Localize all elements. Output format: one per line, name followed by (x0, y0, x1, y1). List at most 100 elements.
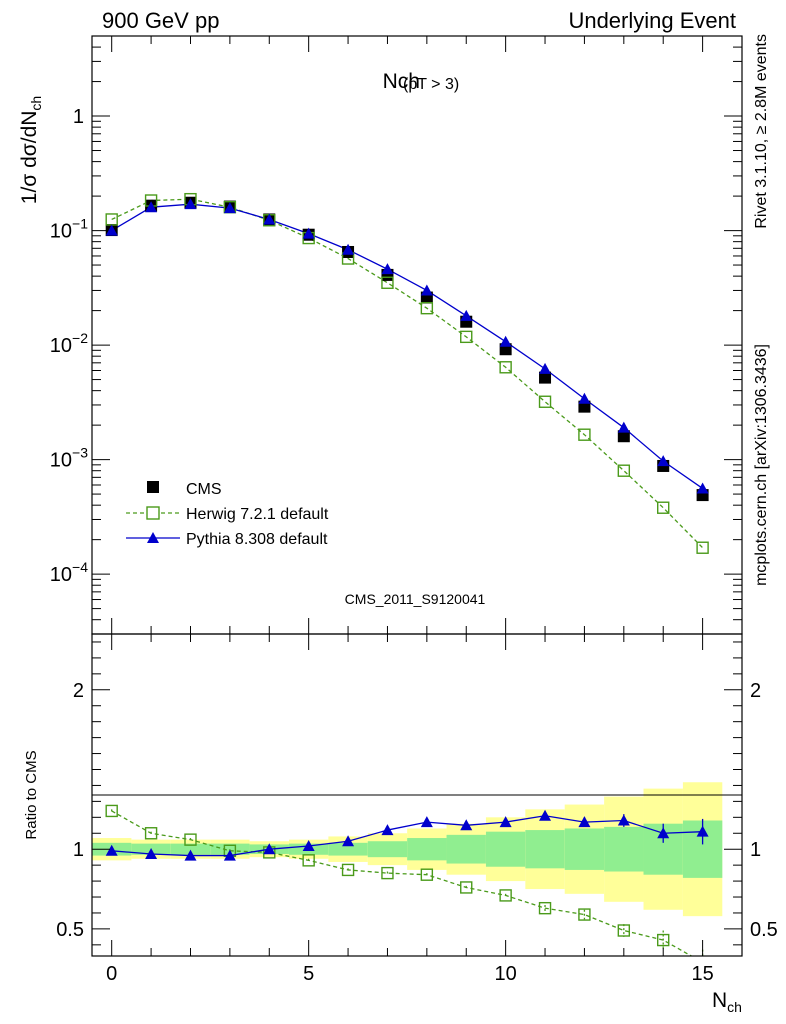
ratio-point-pythia (696, 825, 709, 837)
series-line-herwig (111, 198, 704, 549)
ratio-y-tick-label-right: 1 (750, 839, 761, 861)
y-tick-label: 10−3 (50, 445, 88, 472)
rivet-label: Rivet 3.1.10, ≥ 2.8M events (753, 34, 770, 229)
main-y-tick-labels: 1 10−1 10−2 10−3 10−4 (50, 106, 88, 586)
ratio-point-herwig (499, 889, 512, 902)
legend-label-herwig: Herwig 7.2.1 default (186, 506, 329, 523)
band-inner (367, 841, 408, 858)
ratio-point-herwig (341, 863, 355, 877)
ratio-point-pythia (617, 814, 630, 826)
legend-item-pythia: Pythia 8.308 default (126, 531, 328, 548)
ratio-point-herwig (578, 908, 591, 921)
ratio-point-pythia (657, 827, 670, 839)
x-axis-label: Nch (712, 989, 742, 1015)
ratio-point-herwig (381, 866, 394, 880)
ratio-point-pythia (381, 824, 394, 836)
main-ylabel-sub: ch (28, 96, 44, 111)
ratio-point-pythia (263, 843, 276, 855)
ratio-line-herwig (111, 810, 693, 956)
point-pythia (499, 335, 512, 347)
point-pythia (184, 198, 197, 210)
ratio-series-clipped (105, 804, 709, 956)
x-tick-label: 0 (106, 963, 117, 985)
ratio-series (105, 804, 709, 956)
point-herwig (657, 501, 670, 514)
main-title-text: Nch (383, 70, 420, 93)
ratio-point-pythia (145, 847, 158, 859)
ratio-point-herwig (105, 804, 118, 818)
legend-marker-cms (147, 481, 159, 493)
point-pythia (539, 362, 552, 374)
point-pythia (145, 201, 158, 213)
point-herwig (617, 464, 631, 477)
main-ylabel-text: 1/σ dσ/dN (18, 111, 41, 205)
ratio-point-herwig (538, 901, 552, 915)
ratio-point-herwig (617, 924, 631, 937)
point-pythia (105, 224, 118, 236)
point-cms (617, 430, 630, 443)
band-inner (328, 842, 368, 856)
ratio-panel-frame (91, 633, 743, 957)
ratio-axis-ticks (92, 634, 742, 956)
ratio-point-herwig (184, 833, 197, 846)
ratio-point-herwig (460, 881, 473, 894)
ratio-point-herwig (144, 827, 158, 840)
ratio-y-tick-labels: 0.5 0.5 1 1 2 2 (56, 680, 778, 941)
x-tick-label: 15 (691, 963, 713, 985)
legend-label-cms: CMS (186, 481, 222, 498)
ratio-point-pythia (223, 849, 236, 861)
point-pythia (657, 455, 670, 467)
point-herwig (578, 428, 591, 441)
y-tick-label: 10−1 (50, 216, 88, 243)
point-cms (539, 371, 552, 384)
point-herwig (381, 276, 394, 289)
point-pythia (696, 482, 709, 494)
legend-label-pythia: Pythia 8.308 default (186, 531, 328, 548)
ratio-panel: 0.5 0.5 1 1 2 2 0 5 10 15 Ratio to CMS Nch (23, 633, 778, 1015)
point-herwig (420, 301, 434, 315)
point-pythia (460, 309, 473, 321)
point-pythia (342, 243, 355, 255)
ratio-point-pythia (539, 809, 552, 821)
watermark: CMS_2011_S9120041 (345, 591, 486, 607)
header-left: 900 GeV pp (102, 8, 219, 33)
ratio-y-tick-label-right: 2 (750, 680, 761, 702)
legend: CMS Herwig 7.2.1 default Pythia 8.308 de… (126, 481, 329, 548)
ratio-point-pythia (460, 819, 473, 831)
band-inner (564, 828, 605, 870)
point-pythia (223, 202, 236, 214)
ratio-bands (92, 782, 723, 917)
series-line-pythia (111, 203, 703, 489)
main-title: Nch (383, 70, 420, 93)
legend-marker-pythia (147, 532, 159, 543)
ratio-point-pythia (302, 840, 315, 852)
y-tick-label: 1 (73, 106, 84, 128)
band-inner (485, 831, 526, 867)
point-herwig (499, 361, 512, 374)
main-panel: Nch (pT > 3) 1/σ dσ/dNch CMS_2011_S91200… (18, 35, 743, 635)
x-axis-label-text: N (712, 989, 727, 1012)
point-pythia (263, 213, 276, 225)
main-series (105, 192, 709, 554)
ratio-point-pythia (342, 835, 355, 847)
x-axis-label-sub: ch (727, 999, 742, 1015)
ratio-point-pythia (499, 816, 512, 828)
x-tick-label: 5 (303, 963, 314, 985)
point-pythia (302, 227, 315, 239)
legend-item-herwig: Herwig 7.2.1 default (126, 506, 329, 523)
point-pythia (617, 421, 630, 433)
header-right: Underlying Event (568, 8, 736, 33)
ratio-point-pythia (420, 816, 433, 828)
ratio-line-pythia (111, 815, 703, 857)
band-inner (604, 826, 644, 872)
point-herwig (538, 395, 552, 408)
ratio-ylabel: Ratio to CMS (23, 750, 40, 839)
point-herwig (696, 541, 709, 554)
ratio-y-tick-label-left: 2 (73, 680, 84, 702)
point-pythia (381, 263, 394, 275)
legend-marker-herwig (146, 506, 160, 520)
y-tick-label: 10−4 (50, 559, 88, 586)
x-tick-labels: 0 5 10 15 (106, 963, 714, 985)
main-axis-ticks (92, 35, 742, 635)
